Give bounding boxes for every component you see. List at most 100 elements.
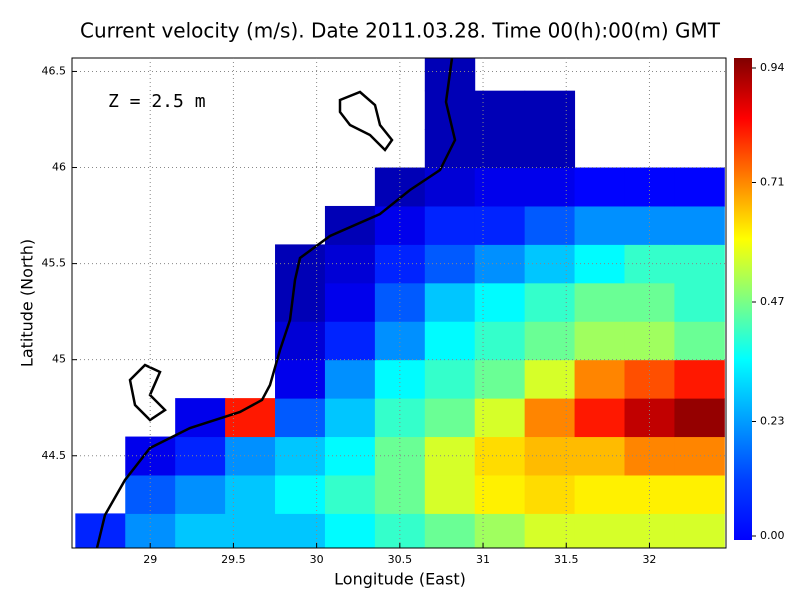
velocity-cell — [574, 436, 625, 476]
velocity-cell — [424, 321, 476, 361]
velocity-cell — [474, 282, 526, 322]
velocity-cell — [474, 129, 526, 169]
velocity-cell — [674, 167, 725, 207]
velocity-cell — [474, 398, 526, 438]
velocity-cell — [624, 321, 675, 361]
velocity-cell — [225, 513, 276, 548]
x-tick-label: 30.5 — [388, 553, 413, 566]
velocity-cell — [424, 359, 476, 399]
velocity-cell — [175, 474, 226, 514]
lake-outline — [338, 90, 394, 152]
velocity-cell — [674, 244, 725, 284]
velocity-cell — [324, 436, 376, 476]
velocity-cell — [424, 398, 476, 438]
x-axis-label: Longitude (East) — [334, 570, 466, 589]
velocity-cell — [574, 474, 625, 514]
velocity-cell — [574, 244, 625, 284]
velocity-cell — [574, 282, 625, 322]
velocity-cell — [524, 90, 576, 130]
velocity-cell — [324, 359, 376, 399]
velocity-cell — [524, 474, 576, 514]
velocity-cell — [474, 513, 526, 548]
colorbar-tick-label: 0.47 — [760, 295, 785, 308]
velocity-cell — [324, 513, 376, 548]
velocity-cell — [624, 205, 675, 245]
y-tick-label: 46 — [52, 161, 66, 174]
velocity-cell — [324, 321, 376, 361]
velocity-cell — [574, 513, 625, 548]
velocity-cell — [674, 513, 725, 548]
velocity-cell — [474, 167, 526, 207]
velocity-cell — [474, 244, 526, 284]
velocity-cell — [324, 398, 376, 438]
velocity-cell — [275, 474, 326, 514]
velocity-cell — [424, 474, 476, 514]
velocity-cell — [524, 167, 576, 207]
velocity-cell — [474, 436, 526, 476]
velocity-field — [75, 58, 725, 548]
velocity-cell — [225, 436, 276, 476]
velocity-cell — [574, 167, 625, 207]
x-tick-label: 32 — [642, 553, 656, 566]
x-tick-label: 31 — [476, 553, 490, 566]
velocity-cell — [524, 282, 576, 322]
velocity-cell — [424, 513, 476, 548]
velocity-cell — [524, 321, 576, 361]
y-tick-label: 45.5 — [42, 257, 67, 270]
velocity-cell — [324, 474, 376, 514]
y-tick-label: 44.5 — [42, 449, 67, 462]
velocity-cell — [674, 205, 725, 245]
velocity-cell — [175, 513, 226, 548]
velocity-cell — [275, 359, 326, 399]
velocity-cell — [324, 244, 376, 284]
velocity-cell — [524, 205, 576, 245]
velocity-cell — [574, 398, 625, 438]
velocity-cell — [474, 359, 526, 399]
velocity-cell — [225, 474, 276, 514]
velocity-cell — [474, 321, 526, 361]
velocity-cell — [624, 398, 675, 438]
colorbar-tick-label: 0.94 — [760, 61, 785, 74]
y-tick-label: 46.5 — [42, 64, 67, 77]
x-tick-label: 29 — [143, 553, 157, 566]
velocity-cell — [424, 436, 476, 476]
velocity-cell — [474, 90, 526, 130]
velocity-cell — [424, 205, 476, 245]
velocity-cell — [674, 321, 725, 361]
colorbar — [734, 58, 752, 540]
velocity-cell — [624, 359, 675, 399]
velocity-cell — [424, 244, 476, 284]
velocity-cell — [374, 321, 426, 361]
plot-frame — [71, 57, 727, 549]
chart-title: Current velocity (m/s). Date 2011.03.28.… — [80, 19, 721, 43]
x-tick-label: 31.5 — [554, 553, 579, 566]
velocity-cell — [424, 167, 476, 207]
velocity-cell — [574, 205, 625, 245]
colorbar-tick-label: 0.00 — [760, 529, 785, 542]
velocity-cell — [674, 359, 725, 399]
velocity-cell — [225, 398, 276, 438]
velocity-cell — [674, 474, 725, 514]
velocity-cell — [275, 282, 326, 322]
velocity-cell — [524, 359, 576, 399]
velocity-cell — [324, 282, 376, 322]
coastline — [95, 58, 457, 548]
velocity-cell — [424, 282, 476, 322]
velocity-cell — [524, 398, 576, 438]
velocity-cell — [474, 474, 526, 514]
velocity-cell — [524, 513, 576, 548]
velocity-cell — [474, 205, 526, 245]
velocity-cell — [275, 513, 326, 548]
velocity-cell — [275, 398, 326, 438]
velocity-cell — [324, 205, 376, 245]
lake-outline — [128, 363, 167, 422]
x-tick-label: 30 — [310, 553, 324, 566]
y-tick-label: 45 — [52, 353, 66, 366]
velocity-cell — [674, 282, 725, 322]
velocity-cell — [374, 359, 426, 399]
colorbar-tick-label: 0.23 — [760, 414, 785, 427]
x-tick-label: 29.5 — [221, 553, 246, 566]
velocity-cell — [674, 398, 725, 438]
